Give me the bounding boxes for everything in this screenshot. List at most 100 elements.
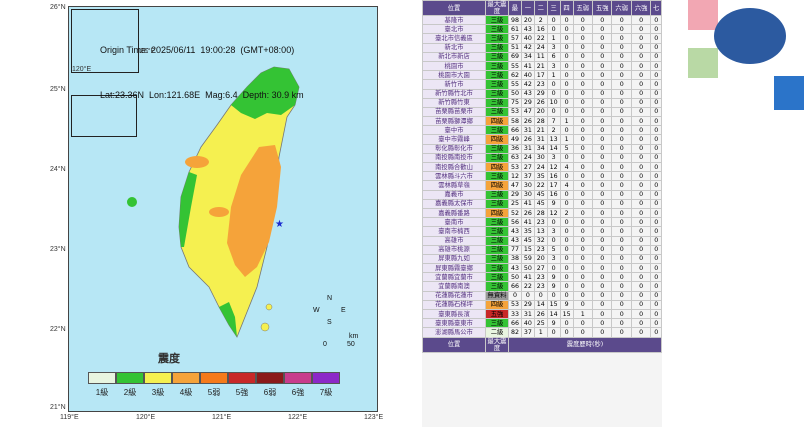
duration-cell: 0 bbox=[591, 327, 613, 338]
table-row: 嘉義縣番路 四級 52 26 28 12 2 0 0 0 0 0 bbox=[422, 207, 662, 219]
duration-cell: 14 bbox=[533, 299, 548, 311]
duration-cell: 59 bbox=[520, 253, 535, 265]
duration-cell: 12 bbox=[508, 171, 522, 182]
duration-cell: 52 bbox=[508, 207, 522, 219]
duration-cell: 0 bbox=[572, 125, 594, 136]
legend-labels: 1級 2級 3級 4級 5弱 5強 6弱 6強 7級 bbox=[88, 387, 340, 398]
max-level-cell: 三級 bbox=[485, 253, 509, 265]
table-row: 宜蘭縣南澳 三級 66 22 23 9 0 0 0 0 0 0 bbox=[422, 281, 662, 292]
duration-cell: 0 bbox=[650, 198, 662, 209]
duration-cell: 0 bbox=[572, 14, 594, 26]
legend-swatch-3 bbox=[144, 372, 172, 384]
table-row: 嘉義縣太保市 三級 25 41 45 9 0 0 0 0 0 0 bbox=[422, 198, 662, 209]
compass-s: S bbox=[327, 319, 332, 326]
site-cell: 南投縣南投市 bbox=[422, 152, 486, 164]
duration-cell: 0 bbox=[591, 88, 613, 99]
duration-cell: 0 bbox=[650, 70, 662, 81]
max-level-cell: 三級 bbox=[485, 263, 509, 274]
max-level-cell: 三級 bbox=[485, 198, 509, 209]
duration-cell: 0 bbox=[650, 143, 662, 154]
duration-cell: 0 bbox=[630, 134, 652, 145]
site-cell: 南投縣合歡山 bbox=[422, 161, 486, 173]
duration-cell: 0 bbox=[591, 318, 613, 329]
legend-label: 6強 bbox=[291, 388, 305, 397]
table-row: 雲林縣草嶺 四級 47 30 22 17 4 0 0 0 0 0 bbox=[422, 180, 662, 191]
footer-cell: 震度歷時(秒) bbox=[508, 336, 662, 353]
duration-cell: 0 bbox=[611, 171, 632, 182]
duration-cell: 0 bbox=[572, 263, 594, 274]
duration-cell: 0 bbox=[650, 116, 662, 127]
duration-cell: 0 bbox=[630, 198, 652, 209]
duration-cell: 1 bbox=[559, 134, 574, 145]
duration-cell: 0 bbox=[546, 327, 561, 338]
duration-cell: 0 bbox=[630, 327, 652, 338]
duration-cell: 1 bbox=[546, 33, 561, 44]
duration-cell: 9 bbox=[546, 272, 561, 283]
duration-cell: 0 bbox=[650, 125, 662, 136]
col-header: 四 bbox=[559, 0, 574, 16]
duration-cell: 0 bbox=[591, 125, 613, 136]
duration-cell: 5 bbox=[559, 143, 574, 154]
duration-cell: 82 bbox=[508, 327, 522, 338]
duration-cell: 0 bbox=[650, 161, 662, 173]
max-level-cell: 四級 bbox=[485, 207, 509, 219]
duration-cell: 0 bbox=[591, 14, 613, 26]
duration-cell: 61 bbox=[508, 24, 522, 35]
scale-title: 震度 bbox=[158, 353, 180, 365]
inset-label: 26°E bbox=[140, 48, 156, 55]
site-cell: 嘉義縣番路 bbox=[422, 207, 486, 219]
duration-cell: 21 bbox=[533, 60, 548, 72]
duration-cell: 0 bbox=[630, 33, 652, 44]
site-cell: 澎湖縣馬公市 bbox=[422, 327, 486, 338]
col-header: 位置 bbox=[422, 0, 486, 16]
legend-label: 4級 bbox=[179, 388, 193, 397]
duration-cell: 29 bbox=[508, 189, 522, 200]
duration-cell: 0 bbox=[591, 272, 613, 283]
duration-cell: 20 bbox=[533, 106, 548, 118]
duration-cell: 0 bbox=[591, 226, 613, 237]
duration-cell: 0 bbox=[630, 143, 652, 154]
max-level-cell: 四級 bbox=[485, 299, 509, 311]
site-cell: 花蓮縣花蓮市 bbox=[422, 290, 486, 301]
duration-cell: 0 bbox=[650, 327, 662, 338]
duration-cell: 0 bbox=[650, 24, 662, 35]
table-row: 新竹縣竹北市 三級 50 43 29 0 0 0 0 0 0 0 bbox=[422, 88, 662, 99]
duration-cell: 0 bbox=[611, 125, 632, 136]
duration-cell: 0 bbox=[611, 24, 632, 35]
lon-tick: 121°E bbox=[212, 414, 232, 421]
duration-cell: 0 bbox=[591, 24, 613, 35]
duration-cell: 0 bbox=[611, 60, 632, 72]
duration-cell: 0 bbox=[611, 79, 632, 90]
duration-cell: 0 bbox=[591, 143, 613, 154]
table-row: 新北市 三級 51 42 24 3 0 0 0 0 0 0 bbox=[422, 42, 662, 53]
duration-cell: 0 bbox=[572, 253, 594, 265]
duration-cell: 0 bbox=[546, 290, 561, 301]
penghu-island bbox=[127, 197, 137, 207]
duration-cell: 0 bbox=[630, 116, 652, 127]
duration-cell: 0 bbox=[650, 152, 662, 164]
max-level-cell: 三級 bbox=[485, 88, 509, 99]
duration-cell: 0 bbox=[572, 171, 594, 182]
duration-cell: 0 bbox=[611, 272, 632, 283]
duration-cell: 0 bbox=[650, 299, 662, 311]
table-row: 嘉義市 三級 29 30 45 16 0 0 0 0 0 0 bbox=[422, 189, 662, 200]
duration-cell: 17 bbox=[533, 70, 548, 81]
duration-cell: 0 bbox=[611, 42, 632, 53]
duration-cell: 3 bbox=[546, 152, 561, 164]
duration-cell: 0 bbox=[559, 189, 574, 200]
duration-cell: 0 bbox=[559, 106, 574, 118]
brand-square-green bbox=[688, 48, 718, 78]
duration-cell: 38 bbox=[508, 253, 522, 265]
duration-cell: 0 bbox=[591, 51, 613, 62]
duration-cell: 0 bbox=[591, 263, 613, 274]
duration-cell: 24 bbox=[533, 42, 548, 53]
duration-cell: 35 bbox=[533, 171, 548, 182]
duration-cell: 11 bbox=[533, 51, 548, 62]
table-row: 臺北市 三級 61 43 16 0 0 0 0 0 0 0 bbox=[422, 24, 662, 35]
intensity-map: ★ Origin Time: 2025/06/11 19:00:28 (GMT+… bbox=[8, 0, 390, 427]
duration-cell: 3 bbox=[546, 60, 561, 72]
duration-cell: 0 bbox=[611, 70, 632, 81]
table-row: 高雄市 三級 43 45 32 0 0 0 0 0 0 0 bbox=[422, 235, 662, 246]
max-level-cell: 三級 bbox=[485, 42, 509, 53]
max-level-cell: 三級 bbox=[485, 79, 509, 90]
